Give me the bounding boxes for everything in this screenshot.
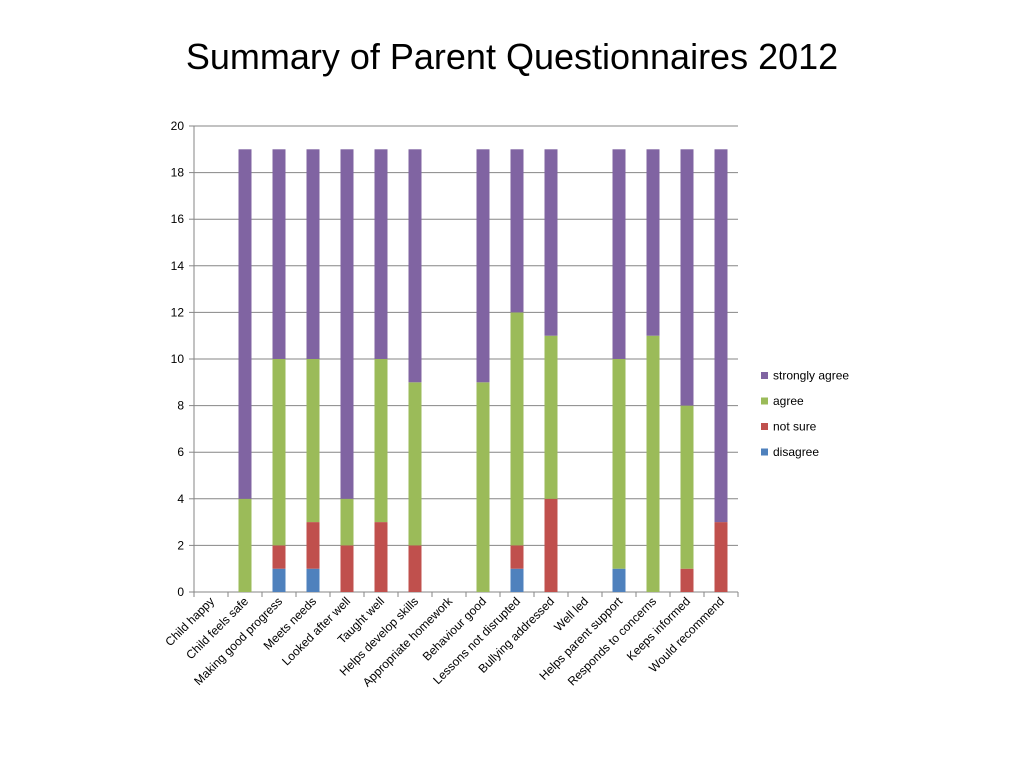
legend-swatch xyxy=(761,423,768,430)
bar-not-sure xyxy=(408,545,422,592)
bar-not-sure xyxy=(510,545,524,569)
bar-disagree xyxy=(510,568,524,592)
bar-agree xyxy=(408,382,422,546)
bar-not-sure xyxy=(340,545,354,592)
bar-not-sure xyxy=(374,522,388,592)
bar-disagree xyxy=(272,568,286,592)
bar-strongly-agree xyxy=(646,149,660,336)
bar-agree xyxy=(340,498,354,546)
bar-strongly-agree xyxy=(544,149,558,336)
bar-not-sure xyxy=(306,522,320,569)
y-tick-label: 12 xyxy=(171,305,185,319)
y-tick-label: 20 xyxy=(171,119,185,133)
y-tick-label: 14 xyxy=(171,259,185,273)
bar-strongly-agree xyxy=(374,149,388,359)
bar-strongly-agree xyxy=(680,149,694,406)
legend-label: agree xyxy=(773,394,804,408)
legend-swatch xyxy=(761,372,768,379)
y-tick-label: 4 xyxy=(177,492,184,506)
bar-not-sure xyxy=(544,498,558,592)
bar-strongly-agree xyxy=(272,149,286,359)
bar-agree xyxy=(680,405,694,569)
legend-label: disagree xyxy=(773,445,819,459)
legend-label: not sure xyxy=(773,420,817,434)
y-tick-label: 18 xyxy=(171,166,185,180)
bar-agree xyxy=(272,359,286,546)
bar-not-sure xyxy=(680,568,694,592)
chart-title: Summary of Parent Questionnaires 2012 xyxy=(185,36,839,77)
bar-strongly-agree xyxy=(714,149,728,523)
bar-agree xyxy=(374,359,388,523)
y-tick-label: 2 xyxy=(177,538,184,552)
y-tick-label: 0 xyxy=(177,585,184,599)
y-tick-label: 6 xyxy=(177,445,184,459)
y-tick-label: 16 xyxy=(171,212,185,226)
legend-swatch xyxy=(761,448,768,456)
bar-strongly-agree xyxy=(238,149,252,499)
bar-strongly-agree xyxy=(340,149,354,499)
bar-agree xyxy=(612,359,626,569)
bar-agree xyxy=(544,335,558,499)
y-tick-label: 8 xyxy=(177,399,184,413)
bar-strongly-agree xyxy=(612,149,626,359)
bar-strongly-agree xyxy=(306,149,320,359)
bar-strongly-agree xyxy=(476,149,490,383)
bar-strongly-agree xyxy=(510,149,524,313)
bar-agree xyxy=(476,382,490,592)
bar-strongly-agree xyxy=(408,149,422,383)
bar-agree xyxy=(238,498,252,592)
bar-agree xyxy=(306,359,320,523)
bar-agree xyxy=(510,312,524,546)
legend-swatch xyxy=(761,397,768,405)
bar-not-sure xyxy=(714,522,728,592)
bar-not-sure xyxy=(272,545,286,569)
y-tick-label: 10 xyxy=(171,352,185,366)
bar-agree xyxy=(646,335,660,592)
legend-label: strongly agree xyxy=(773,369,849,383)
bar-disagree xyxy=(612,568,626,592)
bar-disagree xyxy=(306,568,320,592)
